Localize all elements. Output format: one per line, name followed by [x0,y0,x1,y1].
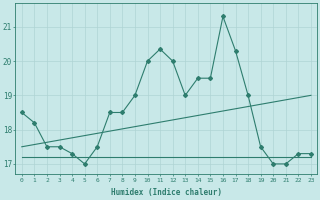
X-axis label: Humidex (Indice chaleur): Humidex (Indice chaleur) [111,188,222,197]
